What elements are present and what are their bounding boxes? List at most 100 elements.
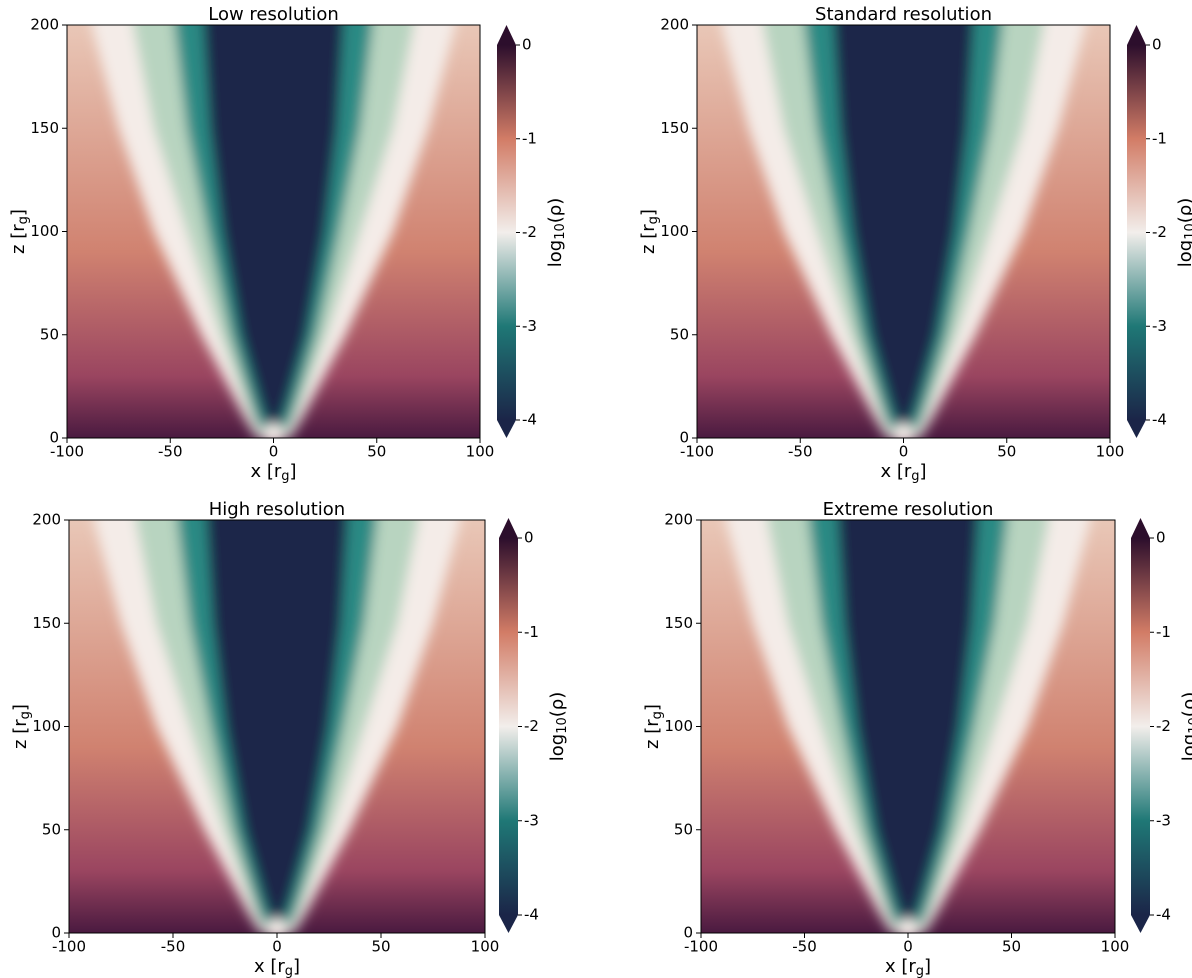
y-tick-label: 50 [42, 820, 61, 838]
y-tick-label: 200 [660, 16, 689, 34]
x-tick-label: 100 [471, 938, 500, 956]
y-tick-label: 100 [660, 222, 689, 240]
colorbar-label: log10(ρ) [545, 198, 568, 267]
y-tick-label: 200 [30, 16, 59, 34]
label-part: log [1175, 240, 1192, 267]
colorbar-tick-label: -4 [522, 411, 537, 429]
label-part: log [545, 240, 566, 267]
label-part: ] [10, 704, 31, 711]
y-tick-label: 0 [683, 924, 693, 942]
label-part: g [646, 216, 661, 224]
y-tick-label: 150 [660, 119, 689, 137]
field-region [833, 25, 974, 432]
label-part: ] [8, 209, 29, 216]
y-tick-label: 100 [664, 717, 693, 735]
y-tick-label: 0 [49, 429, 59, 447]
colorbar-extend-min [1131, 915, 1150, 933]
label-part: 10 [553, 223, 568, 240]
label-part: x [r [254, 956, 285, 977]
y-tick-label: 200 [664, 511, 693, 529]
field-core [263, 423, 284, 438]
label-part: ] [290, 461, 297, 482]
colorbar-extend-min [1127, 420, 1146, 438]
x-tick-label: -50 [792, 938, 817, 956]
x-tick-label: 50 [371, 938, 390, 956]
panel-title: Low resolution [208, 4, 339, 25]
colorbar-extend-min [497, 420, 516, 438]
field-region [203, 25, 344, 432]
y-axis-label: z [rg] [8, 209, 31, 254]
x-tick-label: 100 [466, 443, 495, 461]
x-axis-label: x [rg] [885, 956, 931, 978]
field-region [206, 520, 348, 927]
label-part: g [650, 711, 665, 719]
y-tick-label: 150 [30, 119, 59, 137]
colorbar-tick-label: -1 [1156, 623, 1171, 641]
colorbar-extend-max [497, 25, 516, 45]
x-tick-label: -100 [52, 938, 86, 956]
label-part: log [1179, 734, 1192, 761]
y-tick-label: 150 [664, 614, 693, 632]
colorbar-tick-label: -3 [522, 317, 537, 335]
label-part: z [r [638, 224, 659, 254]
y-tick-label: 0 [679, 429, 689, 447]
x-axis-label: x [rg] [880, 461, 926, 484]
y-tick-label: 150 [32, 614, 61, 632]
label-part: g [281, 469, 289, 484]
colorbar [1131, 538, 1150, 915]
panel-title: High resolution [209, 499, 345, 520]
x-tick-label: 0 [272, 938, 282, 956]
field-layers [91, 25, 456, 438]
label-part: g [285, 964, 293, 978]
label-part: x [r [880, 461, 911, 482]
label-part: 10 [1183, 223, 1192, 240]
colorbar-tick-label: -2 [524, 717, 539, 735]
colorbar [1127, 45, 1146, 420]
label-part: 10 [1187, 717, 1192, 734]
label-part: x [r [885, 956, 916, 977]
label-part: (ρ) [545, 198, 566, 223]
y-axis-label: z [rg] [638, 209, 661, 254]
x-tick-label: -100 [680, 443, 714, 461]
colorbar-tick-label: 0 [524, 529, 534, 547]
panel-title: Standard resolution [815, 4, 992, 25]
colorbar-tick-label: -3 [524, 811, 539, 829]
y-tick-label: 50 [40, 325, 59, 343]
colorbar [499, 538, 518, 915]
colorbar-label: log10(ρ) [547, 692, 570, 761]
y-tick-label: 100 [32, 717, 61, 735]
x-tick-label: 50 [997, 443, 1016, 461]
y-tick-label: 200 [32, 511, 61, 529]
x-tick-label: 50 [367, 443, 386, 461]
label-part: g [18, 711, 33, 719]
colorbar-tick-label: -4 [1152, 411, 1167, 429]
colorbar-tick-label: -4 [1156, 906, 1171, 924]
colorbar-tick-label: -3 [1156, 811, 1171, 829]
x-axis-label: x [rg] [250, 461, 296, 484]
colorbar-tick-label: -1 [1152, 129, 1167, 147]
label-part: z [r [10, 719, 31, 749]
colorbar-tick-label: -1 [524, 623, 539, 641]
field-core [893, 423, 914, 438]
density-field [69, 520, 485, 933]
colorbar [497, 45, 516, 420]
y-tick-label: 0 [51, 924, 61, 942]
x-tick-label: 100 [1101, 938, 1130, 956]
colorbar-tick-label: -1 [522, 129, 537, 147]
colorbar-label: log10(ρ) [1175, 198, 1192, 267]
x-tick-label: 50 [1002, 938, 1021, 956]
label-part: (ρ) [1179, 692, 1192, 717]
label-part: ] [924, 956, 931, 977]
colorbar-extend-min [499, 915, 518, 933]
label-part: g [916, 964, 924, 978]
label-part: g [911, 469, 919, 484]
field-layers [721, 25, 1086, 438]
y-tick-label: 50 [674, 820, 693, 838]
label-part: 10 [555, 717, 570, 734]
y-tick-label: 50 [670, 325, 689, 343]
label-part: z [r [8, 224, 29, 254]
x-tick-label: -100 [50, 443, 84, 461]
x-axis-label: x [rg] [254, 956, 300, 978]
x-tick-label: -50 [788, 443, 813, 461]
